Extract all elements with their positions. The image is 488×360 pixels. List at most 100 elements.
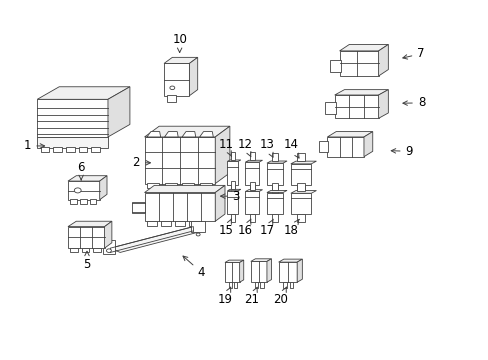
Polygon shape: [163, 57, 197, 63]
Bar: [254, 282, 258, 288]
Bar: [41, 147, 49, 152]
Polygon shape: [227, 160, 241, 161]
Bar: [230, 152, 234, 160]
Text: 8: 8: [402, 96, 425, 109]
Bar: [80, 199, 86, 204]
Circle shape: [106, 249, 111, 252]
Polygon shape: [68, 221, 112, 226]
Bar: [161, 221, 170, 226]
Polygon shape: [239, 260, 243, 282]
Bar: [227, 161, 238, 185]
Polygon shape: [100, 176, 107, 200]
Text: 14: 14: [283, 138, 298, 158]
Bar: [164, 183, 176, 188]
Bar: [327, 137, 363, 157]
Polygon shape: [363, 132, 372, 157]
Circle shape: [74, 188, 81, 193]
Bar: [260, 282, 263, 288]
Bar: [230, 214, 234, 222]
Bar: [245, 162, 259, 185]
Bar: [53, 147, 62, 152]
Bar: [296, 185, 305, 193]
Text: 3: 3: [220, 190, 240, 203]
Polygon shape: [245, 160, 262, 162]
Text: 17: 17: [259, 219, 274, 238]
Text: 10: 10: [172, 33, 187, 53]
Bar: [271, 185, 278, 193]
Bar: [249, 185, 255, 193]
Polygon shape: [199, 132, 213, 137]
Polygon shape: [189, 57, 197, 96]
Text: 16: 16: [238, 219, 252, 238]
Text: 9: 9: [390, 145, 412, 158]
Polygon shape: [278, 259, 302, 262]
Bar: [37, 137, 108, 148]
Text: 20: 20: [273, 287, 287, 306]
Polygon shape: [164, 132, 178, 137]
Bar: [70, 248, 78, 252]
Bar: [271, 183, 278, 190]
Polygon shape: [147, 132, 160, 137]
Bar: [230, 181, 234, 189]
Text: 2: 2: [132, 156, 150, 169]
Bar: [296, 214, 305, 222]
Text: 18: 18: [283, 219, 299, 238]
Text: 12: 12: [238, 138, 252, 157]
Polygon shape: [297, 259, 302, 282]
Text: 13: 13: [259, 138, 274, 157]
Bar: [249, 152, 255, 160]
Polygon shape: [110, 226, 203, 252]
Polygon shape: [227, 189, 241, 191]
Bar: [266, 193, 283, 214]
Polygon shape: [215, 185, 224, 221]
Polygon shape: [266, 259, 271, 282]
Text: 11: 11: [218, 138, 233, 157]
Polygon shape: [339, 44, 387, 51]
Text: 5: 5: [83, 251, 90, 271]
Bar: [189, 221, 199, 226]
Polygon shape: [68, 176, 107, 181]
Bar: [228, 282, 231, 288]
Polygon shape: [104, 221, 112, 248]
Bar: [249, 182, 255, 190]
Polygon shape: [290, 161, 316, 164]
Polygon shape: [327, 132, 372, 137]
Polygon shape: [245, 190, 262, 192]
Bar: [233, 282, 236, 288]
Bar: [175, 221, 184, 226]
Polygon shape: [144, 185, 224, 193]
Polygon shape: [290, 190, 316, 193]
Bar: [227, 191, 238, 214]
Bar: [70, 199, 77, 204]
Polygon shape: [250, 259, 271, 261]
Bar: [66, 147, 75, 152]
Text: 4: 4: [183, 256, 205, 279]
Polygon shape: [266, 190, 286, 193]
Text: 21: 21: [244, 287, 259, 306]
Bar: [245, 192, 259, 214]
Polygon shape: [266, 161, 286, 163]
Bar: [283, 282, 286, 288]
Bar: [296, 183, 305, 190]
Bar: [325, 102, 335, 114]
Bar: [190, 221, 205, 232]
Bar: [289, 282, 293, 288]
Bar: [68, 226, 104, 248]
Bar: [167, 95, 176, 102]
Text: 15: 15: [218, 219, 233, 238]
Bar: [147, 221, 157, 226]
Bar: [199, 183, 211, 188]
Bar: [182, 183, 194, 188]
Text: 19: 19: [217, 287, 232, 306]
Bar: [266, 163, 283, 185]
Bar: [290, 164, 311, 185]
Circle shape: [169, 86, 174, 90]
Bar: [318, 141, 328, 152]
Bar: [81, 248, 89, 252]
Bar: [163, 63, 189, 96]
Polygon shape: [378, 44, 387, 76]
Polygon shape: [224, 260, 243, 262]
Bar: [93, 248, 101, 252]
Bar: [271, 153, 278, 161]
Bar: [90, 199, 96, 204]
